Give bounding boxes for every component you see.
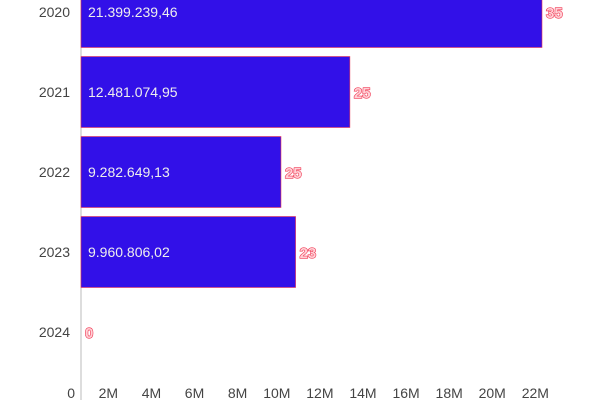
bar-2020 <box>80 0 543 48</box>
category-label: 2022 <box>39 164 70 180</box>
x-tick-label: 18M <box>436 385 463 400</box>
x-tick-label: 12M <box>306 385 333 400</box>
x-tick-label: 4M <box>142 385 161 400</box>
x-tick-label: 8M <box>228 385 247 400</box>
bar-value-label: 12.481.074,95 <box>88 84 178 100</box>
count-label: 35 <box>546 5 563 22</box>
count-label: 25 <box>354 85 371 102</box>
bar-2023 <box>80 216 296 288</box>
x-tick-label: 22M <box>522 385 549 400</box>
x-tick-label: 14M <box>349 385 376 400</box>
count-label: 23 <box>300 245 317 262</box>
bar-2022 <box>80 136 282 208</box>
x-tick-label: 10M <box>263 385 290 400</box>
category-label: 2024 <box>39 324 70 340</box>
x-tick-label: 20M <box>479 385 506 400</box>
count-label: 0 <box>85 325 93 342</box>
category-label: 2021 <box>39 84 70 100</box>
category-label: 2023 <box>39 244 70 260</box>
bar-2021 <box>80 56 351 128</box>
count-label: 25 <box>285 165 302 182</box>
x-tick-label: 2M <box>99 385 118 400</box>
x-tick-label: 16M <box>392 385 419 400</box>
bar-value-label: 9.282.649,13 <box>88 164 170 180</box>
category-label: 2020 <box>39 4 70 20</box>
x-tick-label: 0 <box>67 385 75 400</box>
x-tick-label: 6M <box>185 385 204 400</box>
bar-value-label: 9.960.806,02 <box>88 244 170 260</box>
bar-value-label: 21.399.239,46 <box>88 4 178 20</box>
